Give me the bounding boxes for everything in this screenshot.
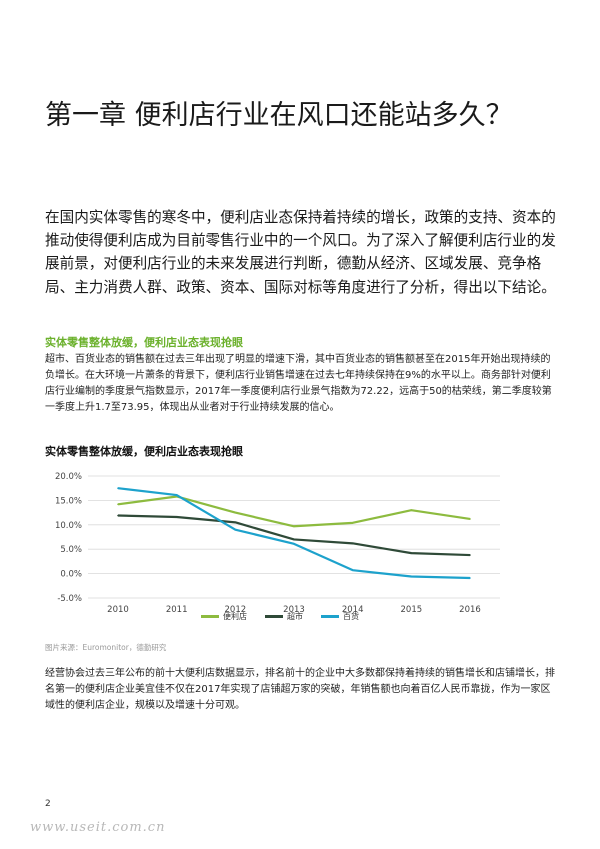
section-body: 超市、百货业态的销售额在过去三年出现了明显的增速下滑，其中百货业态的销售额甚至在… xyxy=(45,354,552,413)
chart-title: 实体零售整体放缓，便利店业态表现抢眼 xyxy=(45,445,243,458)
y-tick-label: 15.0% xyxy=(55,496,82,506)
data-point xyxy=(117,514,119,517)
chapter-title: 第一章 便利店行业在风口还能站多久？ xyxy=(45,100,513,131)
y-tick-label: 0.0% xyxy=(60,570,82,580)
series-line-便利店 xyxy=(117,495,471,528)
x-tick-label: 2016 xyxy=(459,605,481,615)
x-tick-label: 2015 xyxy=(401,605,423,615)
y-tick-label: 20.0% xyxy=(55,472,82,482)
x-tick-label: 2012 xyxy=(225,605,247,615)
x-tick-label: 2014 xyxy=(342,605,364,615)
data-point xyxy=(410,509,413,511)
data-point xyxy=(410,552,413,554)
data-point xyxy=(410,575,413,578)
legend-item: 超市 xyxy=(265,608,303,624)
y-tick-label: 5.0% xyxy=(60,545,82,555)
intro-paragraph: 在国内实体零售的寒冬中，便利店业态保持着持续的增长，政策的支持、资本的推动使得便… xyxy=(45,209,556,296)
x-tick-label: 2013 xyxy=(283,605,305,615)
data-point xyxy=(234,511,237,514)
data-point xyxy=(351,522,354,524)
data-point xyxy=(175,494,178,496)
x-tick-label: 2011 xyxy=(166,605,188,615)
data-point xyxy=(469,518,471,520)
legend-swatch xyxy=(201,614,219,618)
data-point xyxy=(293,525,295,528)
legend-label: 超市 xyxy=(287,611,303,621)
legend-swatch xyxy=(321,614,339,618)
section-heading: 实体零售整体放缓，便利店业态表现抢眼 xyxy=(45,336,243,349)
x-tick-label: 2010 xyxy=(107,605,129,615)
legend-swatch xyxy=(265,614,283,618)
data-point xyxy=(117,503,119,506)
data-point xyxy=(234,528,237,531)
data-point xyxy=(469,554,471,556)
data-point xyxy=(469,577,471,579)
data-point xyxy=(351,569,354,571)
data-point xyxy=(293,538,295,541)
watermark: www.useit.com.cn xyxy=(30,820,166,835)
page-number: 2 xyxy=(45,799,51,809)
chart-source: 图片来源：Euromonitor，德勤研究 xyxy=(45,643,167,652)
legend-item: 便利店 xyxy=(201,608,247,624)
y-tick-label: 10.0% xyxy=(55,521,82,531)
legend-label: 便利店 xyxy=(223,611,247,621)
y-tick-label: -5.0% xyxy=(57,594,82,604)
data-point xyxy=(175,516,178,518)
line-chart: 20.0% 15.0% 10.0% 5.0% 0.0% -5.0% 2010 2011 2012… xyxy=(55,472,500,615)
chart-legend: 便利店 超市 百货 xyxy=(30,608,530,624)
data-point xyxy=(293,543,295,545)
data-point xyxy=(234,521,237,524)
series-line-百货 xyxy=(117,487,471,580)
data-point xyxy=(351,542,354,545)
body-paragraph-2: 经营协会过去三年公布的前十大便利店数据显示，排名前十的企业中大多数都保持着持续的… xyxy=(45,668,555,711)
data-point xyxy=(117,487,119,489)
legend-item: 百货 xyxy=(321,608,359,624)
legend-label: 百货 xyxy=(343,611,359,621)
